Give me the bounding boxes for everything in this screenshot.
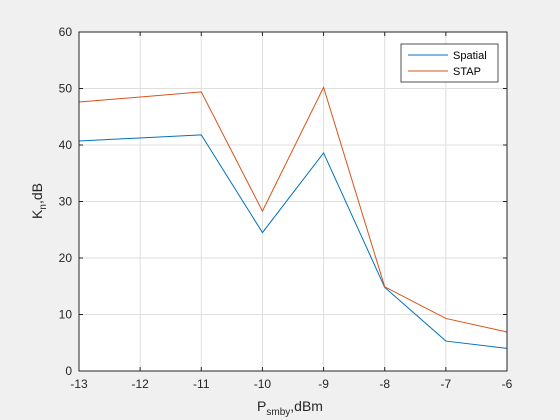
y-tick-label: 10 bbox=[59, 308, 73, 322]
series-layer bbox=[78, 86, 508, 349]
x-tick-label: -7 bbox=[441, 377, 452, 391]
legend-label-spatial: Spatial bbox=[453, 50, 487, 62]
y-tick-label: 60 bbox=[59, 25, 73, 39]
x-tick-label: -9 bbox=[318, 377, 329, 391]
x-axis-label: Psmby,dBm bbox=[257, 398, 323, 418]
legend: Spatial STAP bbox=[400, 43, 499, 83]
x-axis-label-suffix: ,dBm bbox=[290, 398, 323, 414]
y-tick-label: 20 bbox=[59, 251, 73, 265]
y-tick-label: 50 bbox=[59, 82, 73, 96]
x-tick-label: -12 bbox=[131, 377, 149, 391]
y-tick-label: 0 bbox=[65, 364, 72, 378]
x-tick-label: -11 bbox=[193, 377, 210, 391]
axes: -13 -12 -11 -10 -9 -8 -7 -6 0 10 20 30 40 50 60 bbox=[59, 25, 513, 391]
x-axis-label-base: P bbox=[257, 398, 266, 414]
series-line-stap bbox=[78, 86, 508, 333]
y-axis-label-suffix: ,dB bbox=[29, 183, 45, 204]
y-tick-label: 30 bbox=[59, 195, 73, 209]
x-tick-label: -13 bbox=[70, 377, 88, 391]
legend-label-stap: STAP bbox=[453, 66, 481, 78]
y-axis-label-base: K bbox=[29, 209, 45, 219]
y-tick-label: 40 bbox=[59, 138, 73, 152]
y-axis-label: Kn,dB bbox=[29, 183, 49, 219]
x-tick-label: -8 bbox=[379, 377, 390, 391]
x-axis-label-sub: smby bbox=[266, 407, 290, 418]
x-tick-label: -6 bbox=[502, 377, 513, 391]
y-axis-label-sub: n bbox=[38, 204, 49, 210]
series-line-spatial bbox=[78, 134, 508, 349]
legend-box bbox=[400, 43, 499, 83]
x-tick-label: -10 bbox=[254, 377, 272, 391]
